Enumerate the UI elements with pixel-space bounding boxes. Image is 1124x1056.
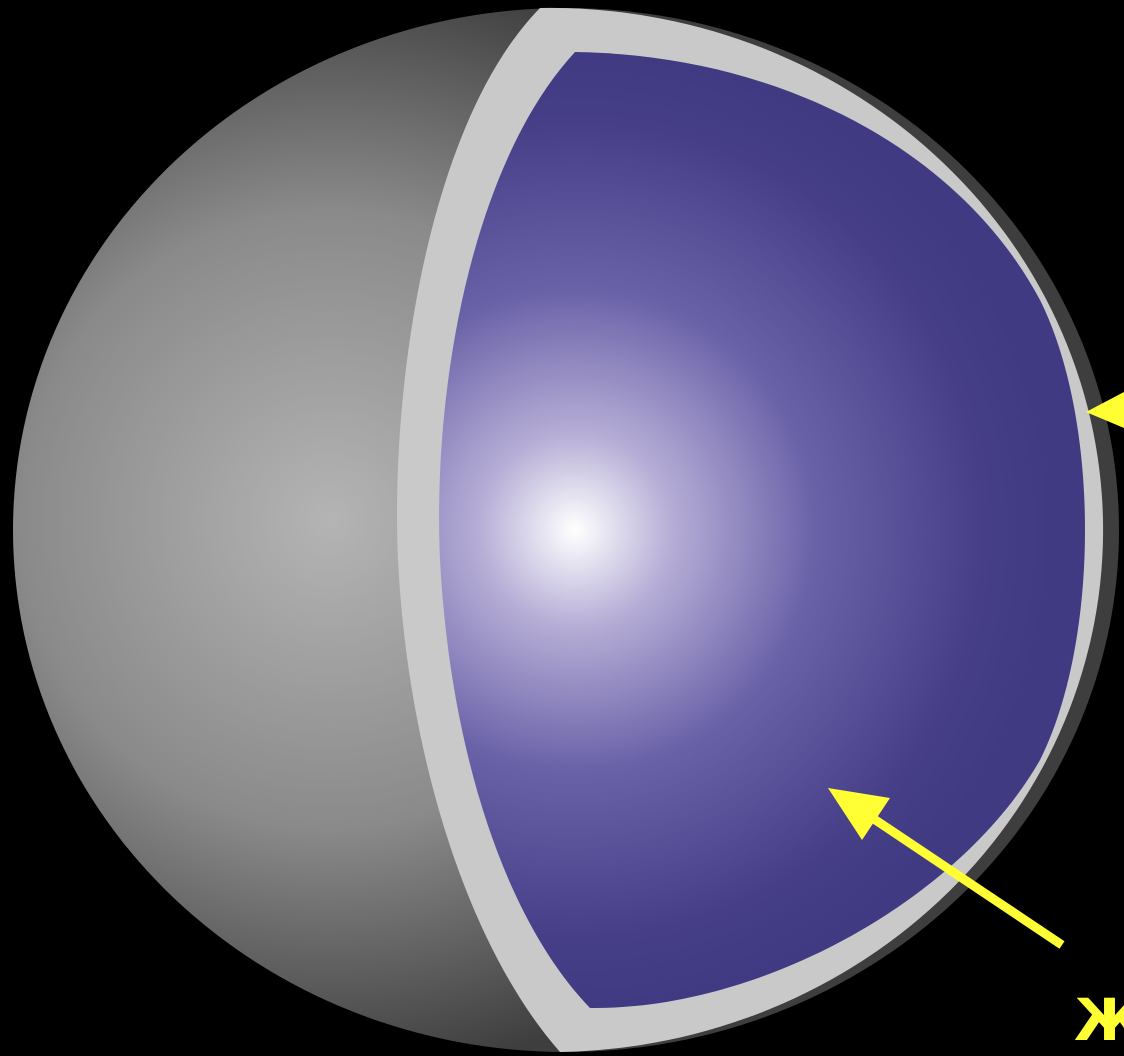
label: Ж bbox=[1074, 986, 1124, 1054]
inner-core bbox=[439, 52, 1085, 1009]
arrow-shell-head bbox=[1086, 392, 1124, 428]
arrow-head bbox=[828, 788, 890, 840]
arrow-inner bbox=[828, 788, 1065, 949]
arrow-shaft bbox=[865, 811, 1065, 949]
